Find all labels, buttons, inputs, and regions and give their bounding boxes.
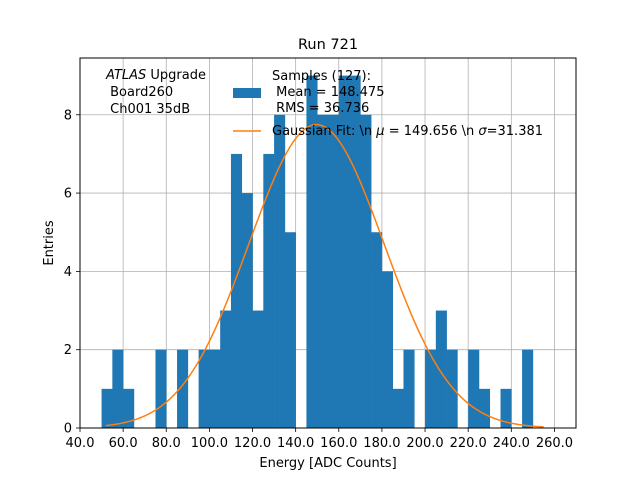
histogram-bar [478, 388, 491, 428]
annotation-line-3: Ch001 35dB [106, 102, 190, 117]
x-tick-label: 80.0 [152, 436, 181, 451]
x-axis-ticks: 40.0 60.0 80.0 100.0 120.0 140.0 160.0 180.0 200… [66, 428, 573, 451]
histogram-bar [317, 114, 329, 428]
y-tick-label: 8 [64, 108, 72, 123]
y-axis-ticks: 0 2 4 6 8 [64, 108, 80, 437]
histogram-bar [328, 114, 340, 428]
y-tick-label: 2 [64, 343, 72, 358]
atlas-annotation: ATLAS Upgrade Board260 Ch001 35dB [105, 68, 206, 117]
histogram-bar [392, 388, 404, 428]
histogram-bar [263, 153, 275, 429]
chart-title: Run 721 [298, 37, 358, 53]
histogram-bar [403, 349, 415, 428]
histogram-bar [468, 349, 480, 428]
x-tick-label: 40.0 [66, 436, 95, 451]
histogram-bar [230, 153, 243, 429]
histogram-bar [177, 349, 189, 428]
legend-fit-label: Gaussian Fit: \n μ = 149.656 \n σ=31.381 [272, 124, 543, 139]
x-tick-label: 160.0 [320, 436, 357, 451]
histogram-bar [446, 349, 458, 428]
histogram-bar [252, 310, 264, 428]
legend-histogram-label: Samples (127): Mean = 148.475 RMS = 36.7… [272, 69, 384, 116]
histogram-bar [522, 349, 534, 428]
annotation-line-1: ATLAS Upgrade [105, 68, 206, 83]
legend: Samples (127): Mean = 148.475 RMS = 36.7… [233, 69, 543, 139]
histogram-bars [101, 75, 534, 429]
gaussian-fit-curve [105, 123, 544, 428]
x-tick-label: 140.0 [277, 436, 314, 451]
x-tick-label: 100.0 [191, 436, 228, 451]
histogram-bar [241, 193, 253, 428]
histogram-bar [284, 232, 296, 428]
histogram-bar [425, 349, 437, 428]
histogram-bar [112, 349, 124, 428]
y-tick-label: 4 [64, 265, 72, 280]
histogram-bar [101, 388, 113, 428]
histogram-bar [155, 349, 167, 428]
annotation-upgrade: Upgrade [146, 68, 206, 83]
x-tick-label: 60.0 [109, 436, 138, 451]
legend-histogram-line: Mean = 148.475 [272, 85, 384, 100]
legend-histogram-swatch [233, 88, 261, 98]
x-tick-label: 120.0 [234, 436, 271, 451]
histogram-bar [360, 114, 372, 428]
x-tick-label: 220.0 [450, 436, 487, 451]
histogram-bar [274, 114, 286, 428]
histogram-bar [123, 388, 135, 428]
histogram-bar [349, 75, 361, 428]
legend-histogram-line: Samples (127): [272, 69, 371, 84]
histogram-bar [209, 349, 221, 428]
histogram-bar [338, 75, 350, 428]
x-tick-label: 200.0 [406, 436, 443, 451]
histogram-bar [198, 349, 210, 428]
x-axis-label: Energy [ADC Counts] [259, 456, 396, 471]
annotation-line-2: Board260 [106, 85, 173, 100]
histogram-bar [381, 271, 393, 428]
histogram-bar [435, 310, 447, 428]
x-tick-label: 180.0 [363, 436, 400, 451]
y-axis-label: Entries [42, 220, 57, 266]
plot-frame [79, 57, 577, 429]
legend-histogram-line: RMS = 36.736 [272, 101, 369, 116]
x-tick-label: 240.0 [493, 436, 530, 451]
histogram-bar [371, 232, 383, 428]
histogram-bar [500, 388, 512, 428]
annotation-atlas: ATLAS [105, 68, 146, 83]
y-tick-label: 0 [64, 422, 72, 437]
y-tick-label: 6 [64, 187, 72, 202]
x-tick-label: 260.0 [536, 436, 573, 451]
histogram-bar [306, 75, 318, 428]
histogram-bar [220, 310, 232, 428]
